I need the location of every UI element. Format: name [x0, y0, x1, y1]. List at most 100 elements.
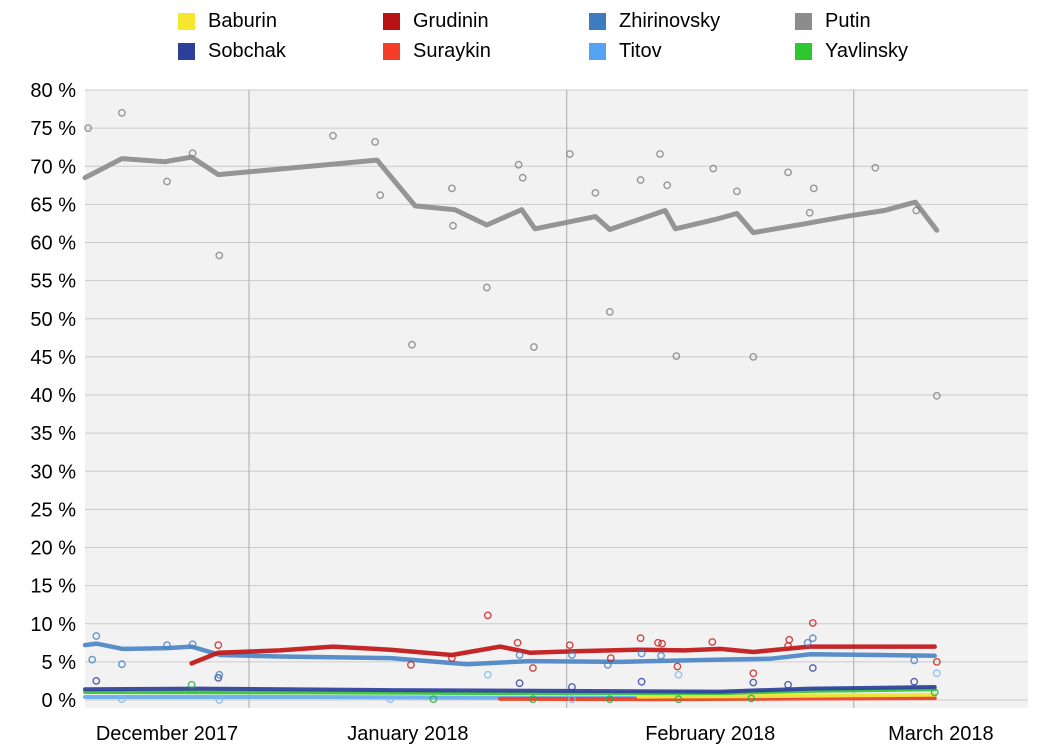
- poll-point-putin: [449, 221, 457, 230]
- y-axis-label: 0 %: [42, 690, 77, 712]
- poll-point-putin: [329, 131, 337, 140]
- poll-point-zhirinovsky: [163, 641, 171, 649]
- legend-label-yavlinsky: Yavlinsky: [825, 39, 908, 62]
- legend-label-sobchak: Sobchak: [208, 39, 286, 62]
- poll-point-sobchak: [92, 677, 101, 685]
- poll-point-grudinin: [214, 641, 223, 649]
- y-axis-label: 50 %: [30, 309, 76, 331]
- legend-swatch-zhirinovsky: [589, 12, 606, 30]
- poll-point-zhirinovsky: [568, 651, 576, 659]
- y-axis-label: 20 %: [30, 538, 76, 560]
- poll-point-zhirinovsky: [188, 640, 197, 649]
- poll-point-grudinin: [513, 638, 522, 647]
- poll-point-putin: [932, 391, 941, 400]
- x-axis-label: March 2018: [888, 723, 994, 745]
- trend-line-grudinin: [189, 644, 937, 666]
- poll-point-putin: [408, 340, 416, 349]
- poll-point-putin: [84, 124, 93, 133]
- trend-line-putin: [82, 154, 940, 236]
- poll-point-putin: [871, 163, 880, 172]
- poll-point-putin: [912, 206, 921, 215]
- poll-point-titov: [215, 696, 224, 704]
- poll-point-putin: [188, 149, 197, 158]
- poll-point-putin: [636, 176, 645, 184]
- poll-point-grudinin: [529, 664, 537, 672]
- legend-item-sobchak: Sobchak: [178, 39, 286, 62]
- poll-point-putin: [530, 343, 538, 351]
- legend-item-baburin: Baburin: [178, 9, 277, 32]
- y-axis-label: 80 %: [30, 80, 76, 102]
- poll-point-grudinin: [658, 639, 666, 648]
- poll-point-grudinin: [565, 641, 574, 649]
- x-axis-label: December 2017: [96, 723, 238, 745]
- legend-item-putin: Putin: [795, 9, 871, 32]
- poll-point-grudinin: [606, 654, 615, 662]
- poll-point-putin: [591, 188, 600, 197]
- legend-item-yavlinsky: Yavlinsky: [795, 39, 908, 62]
- poll-point-sobchak: [515, 679, 524, 688]
- legend-swatch-putin: [795, 12, 812, 30]
- legend-swatch-yavlinsky: [795, 42, 812, 60]
- poll-point-yavlinsky: [674, 695, 683, 704]
- poll-point-putin: [376, 191, 385, 200]
- y-axis-label: 45 %: [30, 347, 76, 369]
- plot-background: [85, 90, 1028, 708]
- scatter-sobchak: [92, 664, 919, 691]
- poll-point-grudinin: [749, 669, 758, 678]
- legend-item-grudinin: Grudinin: [383, 9, 489, 32]
- poll-point-grudinin: [808, 619, 817, 627]
- poll-point-grudinin: [932, 658, 941, 666]
- legend-item-suraykin: Suraykin: [383, 39, 491, 62]
- poll-point-putin: [118, 109, 126, 117]
- scatter-grudinin: [214, 611, 941, 678]
- legend-label-baburin: Baburin: [208, 9, 277, 32]
- poll-point-zhirinovsky: [92, 632, 101, 640]
- poll-point-putin: [709, 164, 718, 173]
- poll-point-putin: [482, 283, 491, 292]
- poll-point-putin: [514, 160, 523, 169]
- y-axis-label: 40 %: [30, 385, 76, 407]
- y-axis-label: 60 %: [30, 233, 76, 255]
- poll-point-yavlinsky: [529, 695, 537, 704]
- chart-legend: Baburin Sobchak Grudinin Suraykin Zhirinovsk…: [0, 0, 1043, 70]
- poll-point-putin: [565, 150, 574, 158]
- poll-point-grudinin: [447, 654, 456, 662]
- poll-point-zhirinovsky: [803, 638, 812, 647]
- trend-line-sobchak: [83, 685, 937, 694]
- legend-swatch-baburin: [178, 12, 195, 30]
- legend-label-putin: Putin: [825, 9, 871, 32]
- poll-point-putin: [215, 251, 224, 260]
- legend-item-zhirinovsky: Zhirinovsky: [589, 10, 720, 32]
- poll-point-putin: [672, 352, 681, 360]
- poll-point-putin: [518, 173, 527, 182]
- poll-point-putin: [605, 307, 614, 316]
- poll-point-yavlinsky: [747, 694, 756, 703]
- legend-label-suraykin: Suraykin: [413, 39, 491, 62]
- poll-point-putin: [749, 352, 758, 361]
- poll-point-yavlinsky: [429, 695, 438, 704]
- poll-point-zhirinovsky: [637, 649, 646, 658]
- y-axis-label: 75 %: [30, 118, 76, 140]
- x-axis-label: January 2018: [347, 723, 468, 745]
- poll-point-putin: [447, 184, 456, 193]
- legend-swatch-titov: [589, 42, 606, 60]
- poll-point-sobchak: [808, 664, 817, 672]
- y-axis-label: 15 %: [30, 576, 76, 598]
- scatter-yavlinsky: [187, 680, 939, 704]
- poll-point-titov: [568, 695, 576, 704]
- y-axis-label: 70 %: [30, 156, 76, 178]
- poll-point-putin: [163, 177, 171, 186]
- poll-point-zhirinovsky: [657, 651, 665, 660]
- poll-point-sobchak: [784, 680, 792, 689]
- poll-point-grudinin: [708, 638, 717, 646]
- poll-point-zhirinovsky: [215, 670, 224, 679]
- x-axis-label: February 2018: [645, 723, 775, 745]
- poll-point-zhirinovsky: [808, 634, 817, 643]
- legend-label-grudinin: Grudinin: [413, 9, 489, 32]
- poll-point-titov: [932, 669, 941, 678]
- poll-point-grudinin: [785, 635, 794, 644]
- y-axis-label: 25 %: [30, 499, 76, 521]
- poll-point-sobchak: [568, 683, 576, 691]
